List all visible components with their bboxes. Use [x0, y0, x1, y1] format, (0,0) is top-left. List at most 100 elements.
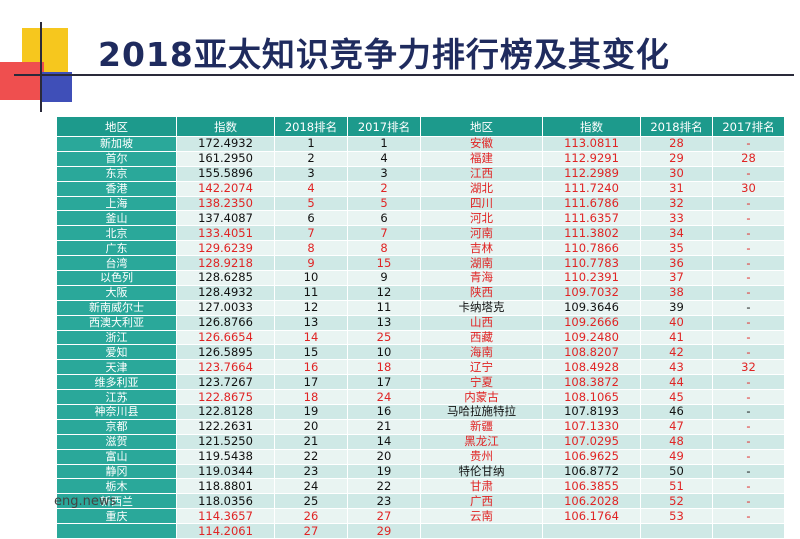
- right-rank-2018-cell: 28: [640, 136, 713, 152]
- table-row: 新加坡 172.4932 1 1 安徽 113.0811 28-: [56, 136, 785, 152]
- left-index-cell: 121.5250: [176, 433, 275, 450]
- decor-vertical-line: [40, 22, 42, 112]
- left-index-cell: 127.0033: [176, 299, 275, 316]
- right-region-cell: 特伦甘纳: [420, 463, 543, 480]
- right-rank-2018-cell: 31: [640, 180, 713, 197]
- left-rank-2017-cell: 3: [347, 165, 421, 182]
- left-index-cell: 114.2061: [176, 523, 275, 539]
- right-rank-2017-cell: -: [712, 270, 785, 286]
- slide-title: 2018亚太知识竞争力排行榜及其变化: [98, 35, 670, 74]
- right-rank-2018-cell: 29: [640, 150, 713, 167]
- left-rank-2018-cell: 27: [274, 523, 348, 539]
- left-index-cell: 118.8801: [176, 478, 275, 495]
- right-rank-2018-cell: 38: [640, 284, 713, 301]
- left-rank-2018-cell: 18: [274, 389, 348, 406]
- table-row: 滋贺 121.5250 21 14 黑龙江 107.0295 48-: [56, 433, 785, 450]
- left-rank-2017-cell: 10: [347, 344, 421, 361]
- left-index-cell: 128.4932: [176, 284, 275, 301]
- right-index-cell: 108.8207: [542, 344, 641, 361]
- right-index-cell: 111.6357: [542, 210, 641, 227]
- table-row: 香港 142.2074 4 2 湖北 111.7240 31 30: [56, 180, 785, 197]
- left-rank-2018-cell: 2: [274, 150, 348, 167]
- right-rank-2017-cell: -: [712, 165, 785, 182]
- left-rank-2018-cell: 15: [274, 344, 348, 361]
- table-row: 釜山 137.4087 6 6 河北 111.6357 33-: [56, 210, 785, 227]
- right-index-cell: 106.2028: [542, 493, 641, 510]
- right-rank-2018-cell: 36: [640, 255, 713, 272]
- left-region-cell: 神奈川县: [56, 404, 177, 420]
- right-rank-2017-cell: -: [712, 418, 785, 435]
- right-region-cell: 陕西: [420, 284, 543, 301]
- right-region-cell: 马哈拉施特拉: [420, 404, 543, 420]
- right-region-cell: 青海: [420, 270, 543, 286]
- left-rank-2017-cell: 27: [347, 508, 421, 525]
- header-index-right: 指数: [542, 116, 641, 137]
- right-rank-2018-cell: 34: [640, 225, 713, 242]
- left-rank-2017-cell: 5: [347, 195, 421, 212]
- left-rank-2018-cell: 9: [274, 255, 348, 272]
- right-rank-2017-cell: [712, 523, 785, 539]
- right-index-cell: 111.6786: [542, 195, 641, 212]
- right-region-cell: 广西: [420, 493, 543, 510]
- left-rank-2018-cell: 19: [274, 404, 348, 420]
- header-rank2018-right: 2018排名: [640, 116, 713, 137]
- right-index-cell: 109.7032: [542, 284, 641, 301]
- table-row: 114.2061 27 29: [56, 523, 785, 539]
- table-row: 西澳大利亚 126.8766 13 13 山西 109.2666 40-: [56, 314, 785, 331]
- left-rank-2017-cell: 11: [347, 299, 421, 316]
- right-rank-2018-cell: 45: [640, 389, 713, 406]
- left-rank-2018-cell: 12: [274, 299, 348, 316]
- right-rank-2017-cell: -: [712, 329, 785, 346]
- right-index-cell: 109.3646: [542, 299, 641, 316]
- left-region-cell: 重庆: [56, 508, 177, 525]
- left-rank-2018-cell: 10: [274, 270, 348, 286]
- right-region-cell: 湖北: [420, 180, 543, 197]
- right-index-cell: [542, 523, 641, 539]
- right-index-cell: 113.0811: [542, 136, 641, 152]
- table-row: 神奈川县 122.8128 19 16 马哈拉施特拉 107.8193 46-: [56, 404, 785, 420]
- table-row: 台湾 128.9218 9 15 湖南 110.7783 36-: [56, 255, 785, 272]
- left-rank-2017-cell: 4: [347, 150, 421, 167]
- left-region-cell: 台湾: [56, 255, 177, 272]
- left-rank-2018-cell: 7: [274, 225, 348, 242]
- table-row: 爱知 126.5895 15 10 海南 108.8207 42-: [56, 344, 785, 361]
- right-rank-2017-cell: -: [712, 225, 785, 242]
- watermark-text: eng.news: [54, 494, 117, 509]
- right-region-cell: 福建: [420, 150, 543, 167]
- left-rank-2017-cell: 17: [347, 374, 421, 391]
- left-rank-2018-cell: 8: [274, 240, 348, 257]
- table-row: 栃木 118.8801 24 22 甘肃 106.3855 51-: [56, 478, 785, 495]
- right-region-cell: 海南: [420, 344, 543, 361]
- left-region-cell: [56, 523, 177, 539]
- right-rank-2017-cell: -: [712, 374, 785, 391]
- left-index-cell: 142.2074: [176, 180, 275, 197]
- left-region-cell: 富山: [56, 448, 177, 465]
- right-rank-2017-cell: -: [712, 240, 785, 257]
- right-rank-2017-cell: -: [712, 299, 785, 316]
- right-rank-2018-cell: 43: [640, 359, 713, 376]
- right-rank-2017-cell: -: [712, 463, 785, 480]
- header-region-right: 地区: [420, 116, 543, 137]
- left-index-cell: 119.0344: [176, 463, 275, 480]
- right-index-cell: 106.9625: [542, 448, 641, 465]
- right-index-cell: 112.2989: [542, 165, 641, 182]
- left-rank-2017-cell: 16: [347, 404, 421, 420]
- left-rank-2018-cell: 14: [274, 329, 348, 346]
- right-rank-2017-cell: -: [712, 314, 785, 331]
- left-index-cell: 129.6239: [176, 240, 275, 257]
- right-index-cell: 112.9291: [542, 150, 641, 167]
- table-row: 天津 123.7664 16 18 辽宁 108.4928 43 32: [56, 359, 785, 376]
- right-rank-2018-cell: 50: [640, 463, 713, 480]
- right-rank-2018-cell: 48: [640, 433, 713, 450]
- right-rank-2017-cell: -: [712, 404, 785, 420]
- right-region-cell: 西藏: [420, 329, 543, 346]
- right-region-cell: 贵州: [420, 448, 543, 465]
- right-rank-2018-cell: 42: [640, 344, 713, 361]
- right-rank-2018-cell: 40: [640, 314, 713, 331]
- right-index-cell: 109.2480: [542, 329, 641, 346]
- right-index-cell: 107.1330: [542, 418, 641, 435]
- right-region-cell: [420, 523, 543, 539]
- right-rank-2017-cell: 30: [712, 180, 785, 197]
- left-rank-2017-cell: 8: [347, 240, 421, 257]
- left-region-cell: 上海: [56, 195, 177, 212]
